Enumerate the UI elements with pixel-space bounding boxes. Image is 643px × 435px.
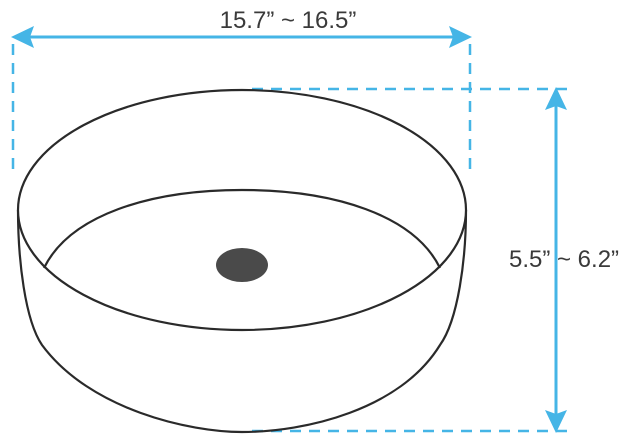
- sink-basin: [16, 88, 468, 434]
- drain-icon: [216, 248, 268, 282]
- height-arrowhead-top: [545, 87, 567, 110]
- basin-rim: [16, 88, 468, 332]
- width-dimension-arrow: [11, 26, 472, 48]
- width-dimension-label: 15.7” ~ 16.5”: [220, 7, 357, 34]
- height-dimension-label: 5.5” ~ 6.2”: [509, 246, 619, 273]
- height-arrowhead-bottom: [545, 410, 567, 433]
- basin-inner-bowl: [43, 188, 441, 269]
- width-arrowhead-left: [11, 26, 34, 48]
- basin-body-outline: [16, 209, 468, 434]
- extension-lines: [11, 44, 575, 433]
- width-arrowhead-right: [449, 26, 472, 48]
- height-dimension-arrow: [545, 87, 567, 433]
